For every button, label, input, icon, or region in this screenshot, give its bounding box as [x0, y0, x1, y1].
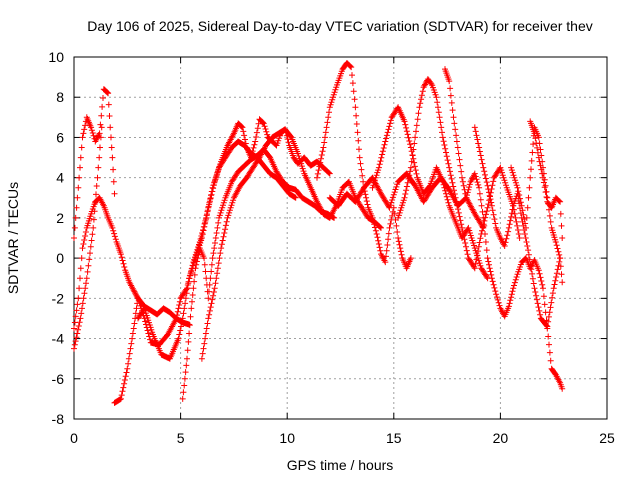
series-marks — [395, 76, 523, 272]
series-marks — [527, 118, 566, 241]
x-tick-label: 5 — [177, 430, 185, 446]
series-track-12 — [471, 124, 564, 330]
series-track-3 — [71, 124, 105, 352]
series-marks — [179, 146, 338, 402]
series-track-15 — [326, 170, 487, 231]
y-tick-label: 2 — [56, 210, 64, 226]
series-marks — [71, 194, 193, 332]
y-tick-label: -2 — [52, 290, 65, 306]
series-track-1 — [71, 194, 193, 332]
y-tick-label: -6 — [52, 371, 65, 387]
series-marks — [326, 170, 487, 231]
series-marks — [508, 124, 566, 286]
chart-title: Day 106 of 2025, Sidereal Day-to-day VTE… — [87, 18, 593, 34]
x-tick-label: 25 — [599, 430, 615, 446]
x-tick-label: 10 — [279, 430, 295, 446]
y-tick-label: 4 — [56, 170, 64, 186]
y-tick-label: 0 — [56, 250, 64, 266]
x-tick-label: 20 — [493, 430, 509, 446]
series-track-6 — [179, 146, 338, 402]
series-track-2 — [71, 86, 118, 241]
series-track-11 — [442, 66, 566, 392]
series-track-10 — [395, 76, 523, 272]
series-marks — [471, 124, 564, 330]
series-marks — [71, 124, 105, 352]
series-marks — [314, 60, 414, 272]
series-track-5 — [135, 116, 333, 362]
series-track-7 — [198, 126, 384, 362]
series-marks — [369, 104, 491, 282]
x-axis-title: GPS time / hours — [287, 457, 394, 473]
series-track-9 — [369, 104, 491, 282]
y-tick-label: -4 — [52, 331, 65, 347]
series-marks — [198, 126, 384, 362]
y-tick-label: 6 — [56, 129, 64, 145]
y-tick-label: -8 — [52, 411, 65, 427]
series-track-13 — [508, 124, 566, 286]
data-series — [71, 60, 566, 406]
series-track-8 — [314, 60, 414, 272]
series-track-14 — [527, 118, 566, 241]
grid-lines — [74, 57, 607, 419]
x-tick-label: 0 — [70, 430, 78, 446]
series-marks — [71, 86, 118, 241]
y-tick-label: 8 — [56, 89, 64, 105]
axis-ticks: -8 -6 -4 -2 0 2 4 6 8 10 0 5 10 15 20 25 — [48, 49, 615, 446]
y-tick-label: 10 — [48, 49, 64, 65]
x-tick-label: 15 — [386, 430, 402, 446]
y-axis-title: SDTVAR / TECUs — [5, 182, 21, 294]
series-marks — [135, 116, 333, 362]
series-marks — [442, 66, 566, 392]
